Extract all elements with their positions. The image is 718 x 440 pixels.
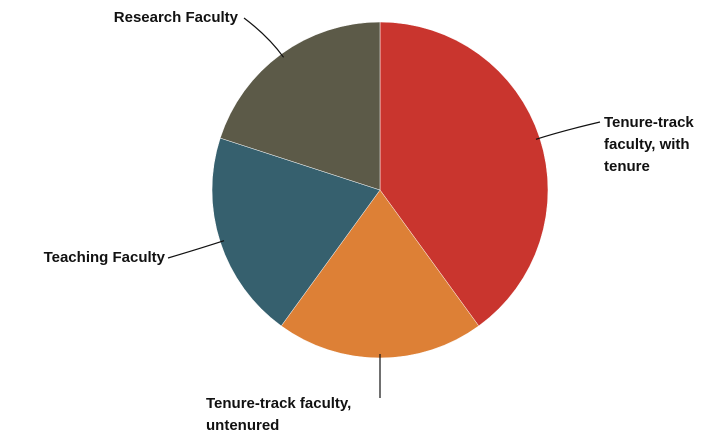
- leader-line: [535, 121, 601, 140]
- slice-label: Research Faculty: [113, 9, 238, 26]
- slice-label: Tenure-track faculty, untenured: [206, 395, 352, 434]
- leader-line: [243, 17, 285, 58]
- slice-label: Tenure-track faculty, with tenure: [604, 114, 694, 175]
- leader-line: [167, 240, 225, 259]
- slice-label: Teaching Faculty: [43, 249, 165, 266]
